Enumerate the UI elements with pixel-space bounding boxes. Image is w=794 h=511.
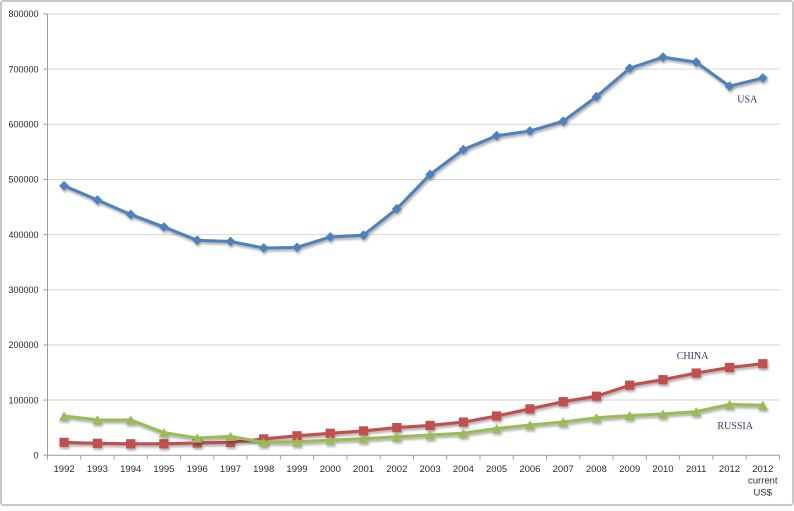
svg-text:600000: 600000 [8, 120, 38, 130]
svg-text:2001: 2001 [353, 464, 374, 475]
svg-text:2010: 2010 [652, 464, 673, 475]
svg-text:0: 0 [33, 450, 38, 460]
svg-text:US$: US$ [754, 487, 773, 498]
svg-text:400000: 400000 [8, 230, 38, 240]
svg-text:2007: 2007 [553, 464, 574, 475]
svg-text:USA: USA [737, 94, 758, 105]
svg-text:2008: 2008 [586, 464, 607, 475]
svg-text:200000: 200000 [8, 340, 38, 350]
svg-text:2004: 2004 [453, 464, 474, 475]
svg-text:2002: 2002 [386, 464, 407, 475]
svg-text:2000: 2000 [320, 464, 341, 475]
svg-text:1995: 1995 [153, 464, 174, 475]
svg-text:1992: 1992 [54, 464, 75, 475]
svg-text:100000: 100000 [8, 395, 38, 405]
svg-text:700000: 700000 [8, 64, 38, 74]
svg-text:1994: 1994 [120, 464, 141, 475]
svg-text:CHINA: CHINA [677, 351, 709, 362]
svg-text:2011: 2011 [686, 464, 706, 475]
svg-text:2012: 2012 [752, 464, 773, 475]
svg-text:RUSSIA: RUSSIA [717, 421, 753, 432]
svg-text:current: current [748, 476, 778, 487]
svg-text:1997: 1997 [220, 464, 241, 475]
svg-text:1993: 1993 [87, 464, 108, 475]
svg-text:2012: 2012 [719, 464, 740, 475]
svg-text:500000: 500000 [8, 175, 38, 185]
svg-text:1999: 1999 [286, 464, 307, 475]
svg-text:2005: 2005 [486, 464, 507, 475]
svg-text:2009: 2009 [619, 464, 640, 475]
svg-text:2006: 2006 [519, 464, 540, 475]
svg-text:2003: 2003 [420, 464, 441, 475]
svg-text:300000: 300000 [8, 285, 38, 295]
svg-text:1996: 1996 [187, 464, 208, 475]
svg-text:800000: 800000 [8, 9, 38, 19]
svg-text:1998: 1998 [253, 464, 274, 475]
